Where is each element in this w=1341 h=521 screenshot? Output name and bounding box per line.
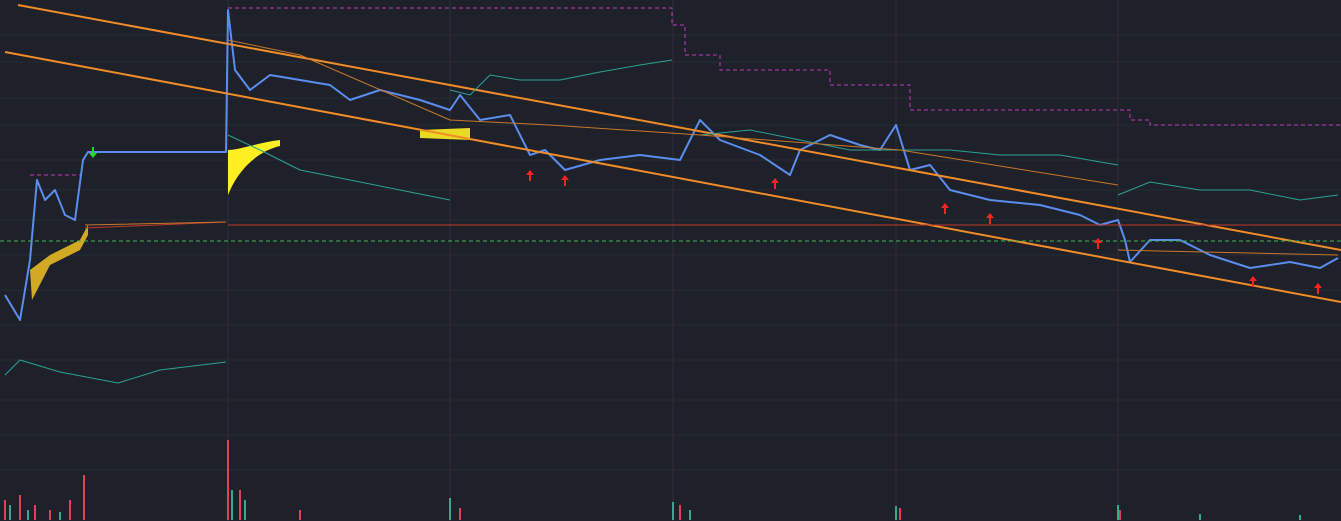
volume-bar [9, 505, 11, 520]
volume-bar [1117, 505, 1119, 520]
volume-bar [899, 508, 901, 520]
series-line [84, 39, 1339, 256]
buy-arrow [526, 170, 534, 181]
buy-arrow [1314, 283, 1322, 294]
buy-arrow [986, 213, 994, 224]
sell-arrow [89, 147, 97, 158]
series-line [4, 9, 1339, 321]
volume-bar [1119, 510, 1121, 520]
volume-bar [895, 506, 897, 520]
volume-bar [227, 440, 229, 520]
volume-bar [1299, 515, 1301, 520]
volume-bar [689, 510, 691, 520]
volume-bar [299, 510, 301, 520]
volume-bar [27, 510, 29, 520]
volume-bar [449, 498, 451, 520]
signal-band [228, 140, 280, 195]
buy-arrow [771, 178, 779, 189]
volume-bar [59, 512, 61, 520]
volume-bar [231, 490, 233, 520]
buy-arrow [1249, 276, 1257, 287]
volume-bar [459, 508, 461, 520]
signal-band [30, 225, 88, 300]
volume-bar [19, 495, 21, 520]
buy-arrow [1094, 238, 1102, 249]
volume-bar [49, 510, 51, 520]
volume-bar [244, 500, 246, 520]
series-line [17, 4, 1341, 251]
dashed-line [30, 7, 1341, 176]
volume-bar [672, 502, 674, 520]
volume-bar [239, 490, 241, 520]
volume-bar [679, 505, 681, 520]
volume-bar [1199, 514, 1201, 520]
series-line [4, 51, 1341, 303]
volume-bar [4, 500, 6, 520]
volume-bar [69, 500, 71, 520]
volume-bar [83, 475, 85, 520]
buy-arrow [561, 175, 569, 186]
volume-bar [34, 505, 36, 520]
buy-arrow [941, 203, 949, 214]
plot [0, 4, 1341, 520]
